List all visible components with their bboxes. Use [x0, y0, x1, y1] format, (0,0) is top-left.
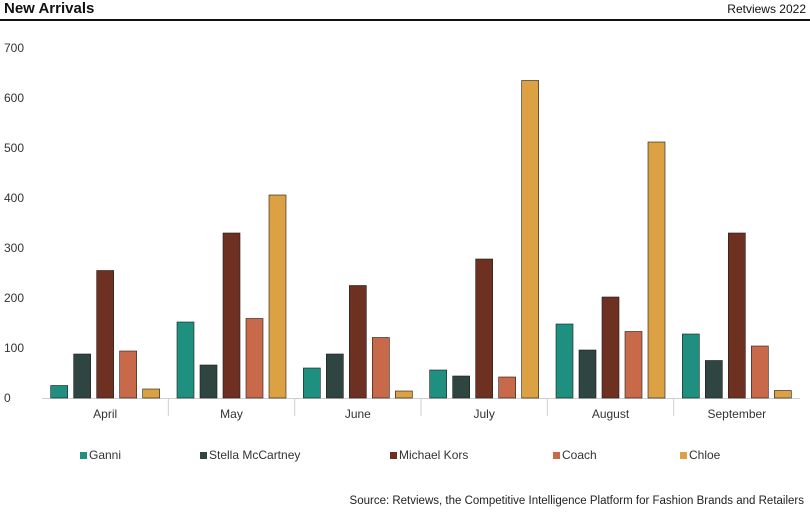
bar-coach-april	[119, 350, 137, 399]
legend-swatch-chloe	[680, 452, 687, 459]
legend-label: Michael Kors	[399, 448, 468, 462]
legend-label: Stella McCartney	[209, 448, 300, 462]
bar-chloe-may	[268, 194, 287, 399]
y-tick-label: 700	[4, 41, 24, 55]
bar-coach-july	[498, 376, 516, 399]
bar-coach-june	[372, 337, 390, 399]
y-tick-label: 200	[4, 291, 24, 305]
legend: Ganni Stella McCartney Michael Kors Coach Ch…	[80, 448, 721, 462]
bar-michael-kors-july	[475, 258, 493, 399]
bar-chloe-july	[521, 80, 539, 399]
bar-michael-kors-april	[96, 270, 114, 399]
y-axis: 0 100 200 300 400 500 600 700	[4, 41, 24, 405]
x-axis: April May June July August September	[42, 398, 800, 421]
bar-stella-mccartney-september	[705, 360, 723, 399]
legend-label: Ganni	[89, 448, 121, 462]
bar-stella-mccartney-april	[73, 353, 91, 399]
bar-chloe-april	[142, 388, 160, 399]
bars	[50, 80, 792, 399]
y-tick-label: 100	[4, 341, 24, 355]
legend-swatch-coach	[553, 452, 560, 459]
x-tick-label: June	[345, 407, 371, 421]
bar-stella-mccartney-june	[326, 353, 344, 399]
chart-title: New Arrivals	[4, 0, 95, 17]
bar-chloe-june	[395, 390, 413, 399]
y-tick-label: 400	[4, 191, 24, 205]
x-tick-label: April	[93, 407, 117, 421]
bar-ganni-june	[303, 367, 321, 399]
x-tick-label: May	[220, 407, 243, 421]
bar-coach-september	[751, 345, 769, 399]
legend-label: Chloe	[689, 448, 721, 462]
bar-stella-mccartney-july	[452, 375, 470, 399]
x-tick-label: August	[592, 407, 630, 421]
bar-ganni-july	[429, 369, 447, 399]
bar-stella-mccartney-may	[199, 364, 218, 399]
source-note: Source: Retviews, the Competitive Intell…	[349, 495, 804, 507]
y-tick-label: 0	[4, 391, 11, 405]
y-tick-label: 500	[4, 141, 24, 155]
x-tick-label: July	[473, 407, 494, 421]
header-divider	[0, 19, 810, 21]
bar-ganni-august	[555, 323, 574, 399]
bar-michael-kors-june	[349, 285, 367, 399]
bar-michael-kors-may	[222, 232, 241, 399]
y-tick-label: 300	[4, 241, 24, 255]
legend-label: Coach	[562, 448, 597, 462]
bar-ganni-may	[176, 321, 195, 399]
bar-michael-kors-august	[601, 296, 620, 399]
bar-chloe-august	[647, 141, 666, 399]
x-tick-label: September	[707, 407, 766, 421]
legend-swatch-ganni	[80, 452, 87, 459]
bar-michael-kors-september	[728, 232, 746, 399]
legend-swatch-michael-kors	[390, 452, 397, 459]
bar-ganni-april	[50, 385, 68, 399]
y-tick-label: 600	[4, 91, 24, 105]
bar-coach-may	[245, 318, 264, 399]
bar-chloe-september	[774, 390, 792, 399]
bar-coach-august	[624, 331, 643, 399]
brand-label: Retviews 2022	[727, 2, 806, 16]
bar-stella-mccartney-august	[578, 349, 597, 399]
legend-swatch-stella-mccartney	[200, 452, 207, 459]
bar-ganni-september	[682, 333, 700, 399]
